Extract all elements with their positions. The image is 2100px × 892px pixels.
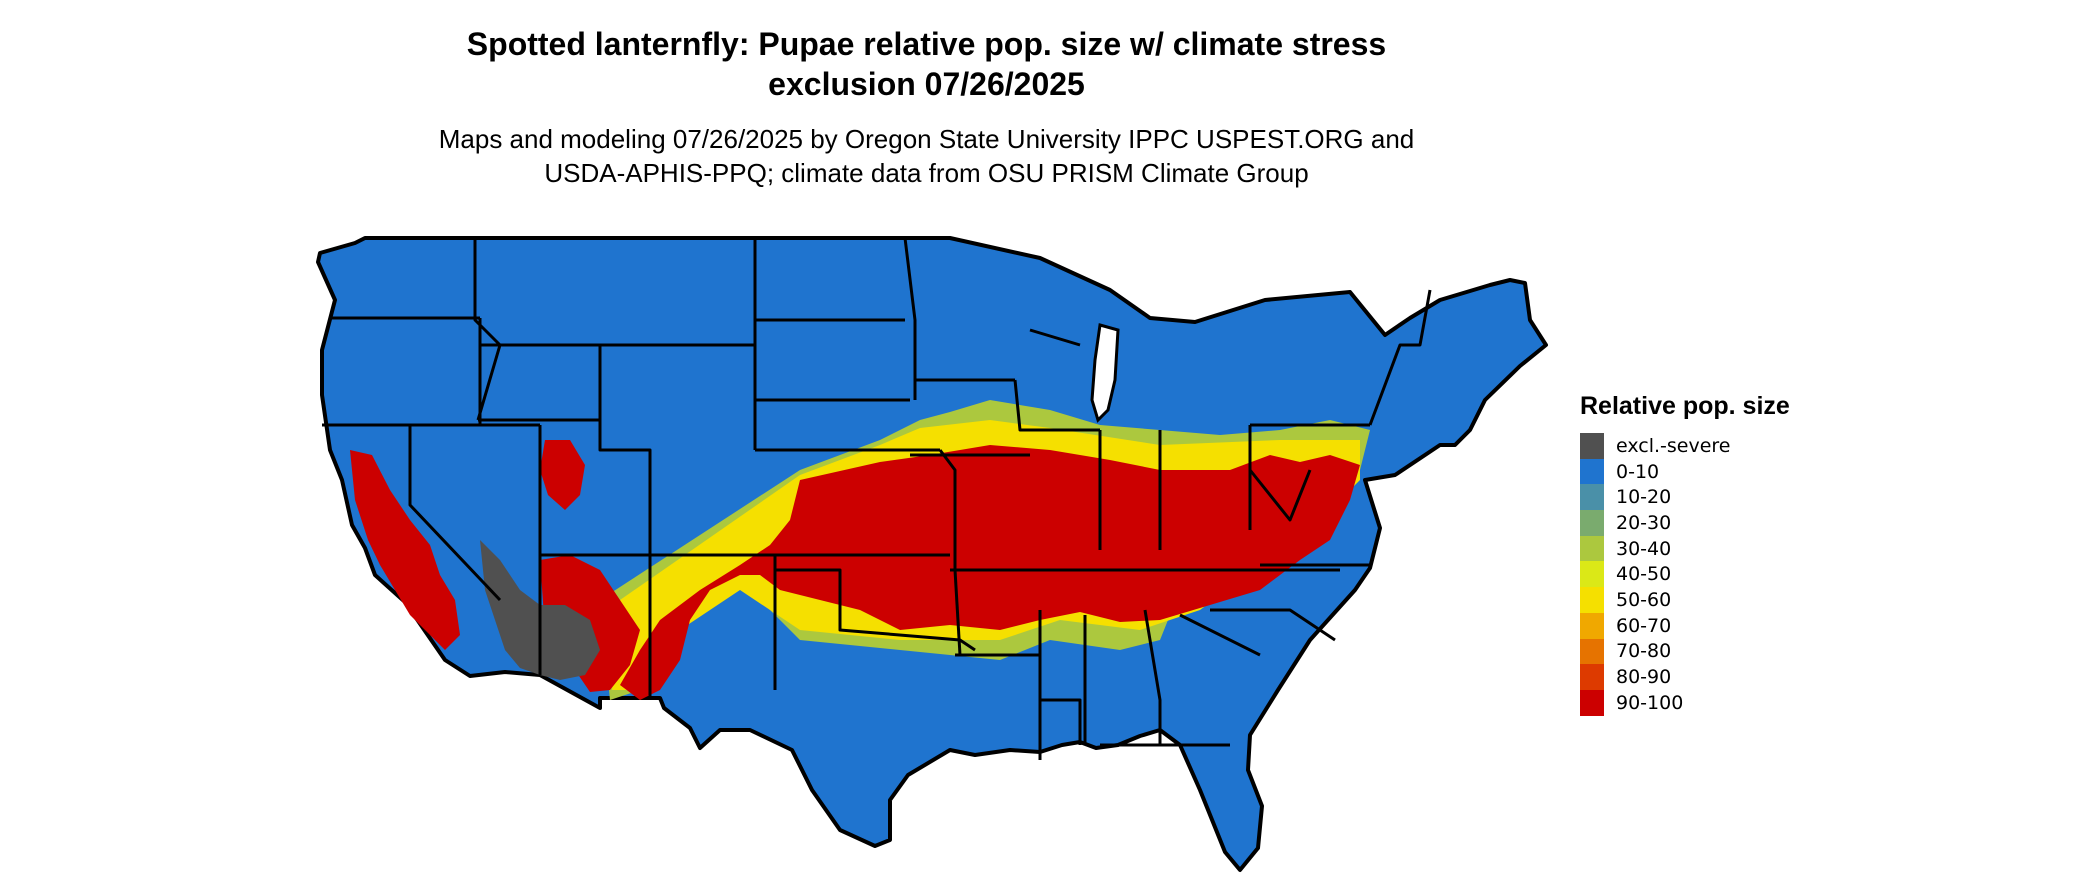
legend-swatch: [1580, 510, 1604, 536]
legend-item: 0-10: [1580, 458, 1790, 485]
legend-swatch: [1580, 587, 1604, 613]
map-title: Spotted lanternfly: Pupae relative pop. …: [0, 24, 1853, 104]
border-mi-wi: [1029, 328, 1081, 347]
border-ks-mo: [938, 449, 957, 570]
legend-swatch: [1580, 638, 1604, 665]
legend-swatch: [1580, 535, 1604, 562]
legend-label: 40-50: [1616, 563, 1672, 586]
legend-item: 60-70: [1580, 612, 1790, 639]
legend-item: 30-40: [1580, 535, 1790, 562]
border-id-mt: [473, 238, 502, 421]
border-ca-nv: [408, 425, 502, 602]
border-ny-vt-nh: [1368, 289, 1432, 426]
map-subtitle: Maps and modeling 07/26/2025 by Oregon S…: [0, 122, 1853, 190]
state-boundaries: [322, 237, 1432, 760]
subtitle-line-1: Maps and modeling 07/26/2025 by Oregon S…: [438, 124, 1415, 154]
border-ga-sc: [1179, 613, 1261, 657]
legend-item: 50-60: [1580, 587, 1790, 613]
border-wv-va: [1248, 469, 1312, 522]
legend-label: 60-70: [1616, 614, 1672, 637]
legend-item: 80-90: [1580, 664, 1790, 690]
legend-label: 50-60: [1616, 588, 1672, 611]
zone-90-100-east: [620, 445, 1360, 700]
border-ok-tx: [775, 568, 976, 652]
legend-items: excl.-severe 0-10 10-20 20-30 30-40 40-50 50-6…: [1580, 433, 1790, 716]
legend-label: 30-40: [1616, 537, 1672, 560]
legend-label: 80-90: [1616, 666, 1672, 689]
legend-item: 20-30: [1580, 510, 1790, 536]
legend-item: 70-80: [1580, 638, 1790, 665]
legend-swatch: [1580, 561, 1604, 588]
legend-swatch: [1580, 458, 1604, 485]
legend-label: 70-80: [1616, 640, 1672, 663]
legend-label: 90-100: [1616, 691, 1684, 714]
border-dakotas-mn: [903, 237, 917, 400]
legend-swatch: [1580, 689, 1604, 716]
title-line-1: Spotted lanternfly: Pupae relative pop. …: [466, 26, 1387, 62]
legend-item: 40-50: [1580, 561, 1790, 588]
legend-title: Relative pop. size: [1580, 392, 1790, 420]
border-ut-co: [598, 345, 652, 555]
map-legend: Relative pop. size excl.-severe 0-10 10-20…: [1580, 392, 1790, 716]
legend-item: excl.-severe: [1580, 433, 1790, 459]
legend-label: excl.-severe: [1616, 434, 1731, 457]
legend-swatch: [1580, 433, 1604, 459]
border-nc-sc: [1210, 608, 1336, 642]
legend-item: 10-20: [1580, 484, 1790, 511]
border-al-ga: [1143, 609, 1162, 745]
us-map: [316, 236, 1548, 872]
legend-swatch: [1580, 664, 1604, 690]
legend-swatch: [1580, 484, 1604, 511]
legend-label: 10-20: [1616, 486, 1672, 509]
legend-label: 20-30: [1616, 511, 1672, 534]
border-wi-il: [1013, 379, 1100, 432]
subtitle-line-2: USDA-APHIS-PPQ; climate data from OSU PR…: [544, 158, 1309, 188]
border-ok-ar: [953, 569, 962, 656]
lake-michigan: [1090, 323, 1120, 423]
zone-90-100-utah: [540, 440, 585, 510]
legend-swatch: [1580, 612, 1604, 639]
legend-item: 90-100: [1580, 689, 1790, 716]
zone-90-100-california: [350, 450, 460, 650]
legend-label: 0-10: [1616, 460, 1660, 483]
title-line-2: exclusion 07/26/2025: [768, 66, 1085, 102]
